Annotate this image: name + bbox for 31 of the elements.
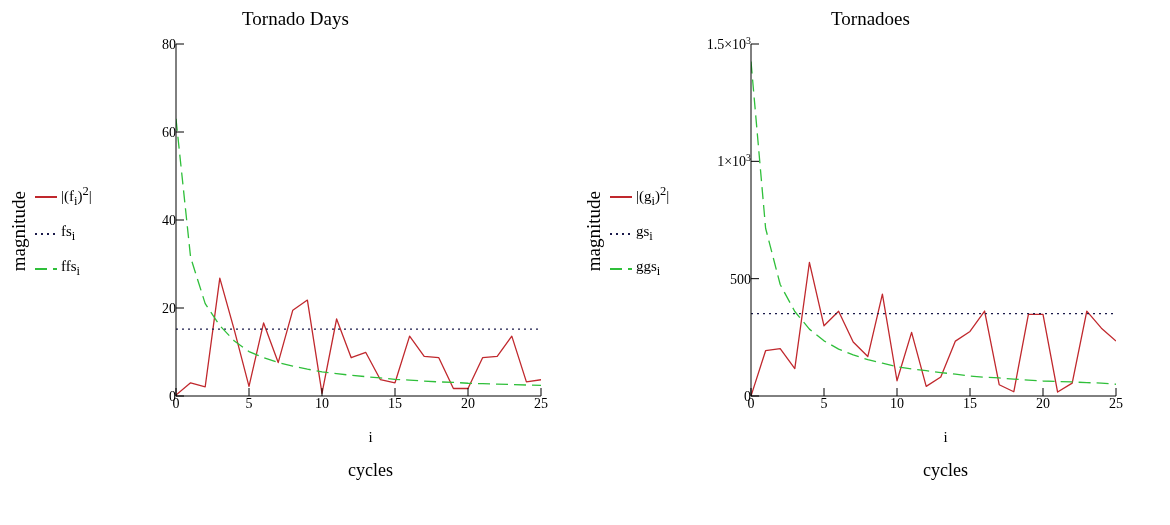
y-tick-label: 80 <box>162 37 176 52</box>
legend-label: fs$_{i}$ <box>61 223 76 244</box>
legend-label: |(f$_{i}$)$^{2}$| <box>61 184 92 209</box>
chart-title: Tornadoes <box>830 8 911 31</box>
x-tick-label: 20 <box>1036 396 1050 411</box>
x-tick-label: 25 <box>1109 396 1123 411</box>
legend-label: ffs$_{i}$ <box>61 258 81 279</box>
x-tick-label: 15 <box>388 396 402 411</box>
y-axis-title: magnitude <box>8 191 30 272</box>
x-tick-label: 25 <box>534 396 548 411</box>
x-tick-label: 15 <box>963 396 977 411</box>
legend-label: |(g$_{i}$)$^{2}$| <box>636 184 670 209</box>
text: i <box>942 429 949 446</box>
y-tick-label: 40 <box>162 213 176 228</box>
x-tick-label: 5 <box>245 396 253 411</box>
x-axis-title: cycles <box>922 460 969 481</box>
chart-title: Tornado Days <box>241 8 350 31</box>
y-tick-label: 60 <box>162 125 176 140</box>
y-tick-label: 20 <box>162 301 176 316</box>
x-tick-label: 5 <box>820 396 828 411</box>
legend-label: ggs$_{i}$ <box>636 258 661 279</box>
x-axis-title: cycles <box>347 460 394 481</box>
x-tick-label: 10 <box>315 396 329 411</box>
text: i <box>367 429 374 446</box>
legend-label: gs$_{i}$ <box>636 223 653 244</box>
y-tick-label: 1×10$^{3}$ <box>717 151 752 170</box>
x-tick-label: 10 <box>890 396 904 411</box>
y-tick-label: 500 <box>730 271 751 287</box>
y-tick-label: 1.5×10$^{3}$ <box>706 34 752 52</box>
y-axis-title: magnitude <box>583 191 605 272</box>
x-tick-label: 20 <box>461 396 475 411</box>
